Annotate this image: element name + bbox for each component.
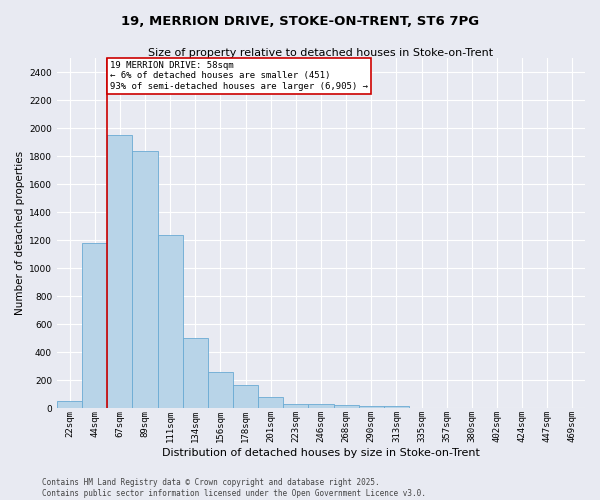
Bar — [208, 372, 233, 408]
Bar — [107, 136, 133, 408]
X-axis label: Distribution of detached houses by size in Stoke-on-Trent: Distribution of detached houses by size … — [162, 448, 480, 458]
Bar — [133, 150, 158, 408]
Bar — [183, 338, 208, 408]
Bar — [158, 234, 183, 408]
Bar — [334, 405, 359, 408]
Bar — [359, 406, 384, 408]
Bar — [283, 404, 308, 408]
Bar — [233, 385, 258, 408]
Text: Contains HM Land Registry data © Crown copyright and database right 2025.
Contai: Contains HM Land Registry data © Crown c… — [42, 478, 426, 498]
Bar — [82, 243, 107, 408]
Y-axis label: Number of detached properties: Number of detached properties — [15, 151, 25, 316]
Text: 19, MERRION DRIVE, STOKE-ON-TRENT, ST6 7PG: 19, MERRION DRIVE, STOKE-ON-TRENT, ST6 7… — [121, 15, 479, 28]
Bar — [57, 402, 82, 408]
Title: Size of property relative to detached houses in Stoke-on-Trent: Size of property relative to detached ho… — [148, 48, 494, 58]
Text: 19 MERRION DRIVE: 58sqm
← 6% of detached houses are smaller (451)
93% of semi-de: 19 MERRION DRIVE: 58sqm ← 6% of detached… — [110, 61, 368, 91]
Bar — [258, 397, 283, 408]
Bar — [308, 404, 334, 408]
Bar — [384, 406, 409, 408]
